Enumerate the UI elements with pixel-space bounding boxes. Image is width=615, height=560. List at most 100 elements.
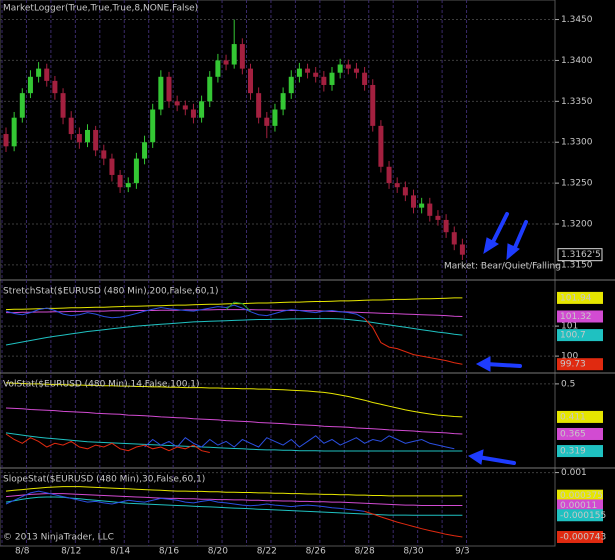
last-value-label: 99.73 <box>560 360 586 370</box>
candle-body <box>11 117 17 147</box>
labels-layer: MarketLogger(True,True,True,8,NONE,False… <box>3 4 606 557</box>
arrow <box>484 362 522 368</box>
indicator-line <box>364 510 463 538</box>
candle-body <box>264 117 270 126</box>
candle-body <box>109 158 115 175</box>
candle-body <box>394 183 400 188</box>
last-price-box <box>557 248 603 262</box>
candle-body <box>256 93 262 118</box>
candle-body <box>313 72 319 77</box>
indicator-line <box>5 433 210 453</box>
candle-body <box>443 219 449 233</box>
last-value-box <box>557 358 603 371</box>
last-value-box <box>557 329 603 342</box>
x-tick-label: 8/20 <box>208 547 228 557</box>
indicator-line <box>364 318 463 365</box>
annotation: Market: Bear/Quiet/Falling <box>444 262 561 272</box>
x-tick-label: 8/22 <box>257 547 277 557</box>
candle-body <box>101 150 107 159</box>
indicator-line <box>5 496 463 516</box>
y-tick-label: 101 <box>561 322 578 332</box>
candle-body <box>93 129 99 151</box>
candle-body <box>386 166 392 184</box>
arrow-head <box>475 356 491 372</box>
candle-body <box>231 44 237 65</box>
indicator-line <box>5 490 365 512</box>
last-value-label: 101.32 <box>560 312 592 322</box>
indicator-line <box>5 486 463 497</box>
candle-body <box>19 93 25 118</box>
y-tick-label: 1.3400 <box>561 56 593 66</box>
candle-body <box>44 68 50 81</box>
candle-body <box>27 76 33 94</box>
arrows <box>467 212 528 465</box>
candle-body <box>215 60 221 77</box>
candle-body <box>182 105 188 110</box>
candle-body <box>158 76 164 110</box>
candle-body <box>85 129 90 143</box>
indicator-line <box>5 407 463 435</box>
arrow <box>476 455 516 465</box>
candle-body <box>451 232 457 245</box>
y-tick-label: 1.3150 <box>561 260 593 270</box>
last-value-label: 0.00011 <box>560 501 597 511</box>
x-tick-label: 8/28 <box>354 547 374 557</box>
candle-body <box>459 244 465 255</box>
candle-body <box>321 76 327 85</box>
last-value-box <box>557 427 603 440</box>
last-value-box <box>557 489 603 502</box>
candle-body <box>207 76 213 102</box>
candle-body <box>288 76 294 94</box>
candle-body <box>329 72 335 85</box>
x-tick-label: 8/26 <box>306 547 326 557</box>
arrow <box>489 212 509 248</box>
indicator-line <box>5 432 463 452</box>
last-value-label: 100.7 <box>560 331 586 341</box>
candle-body <box>76 134 82 143</box>
last-value-box <box>557 530 603 543</box>
candle-body <box>378 125 384 167</box>
candle-body <box>199 101 205 118</box>
candle-body <box>345 64 351 69</box>
arrow-head <box>467 449 484 465</box>
x-tick-label: 8/8 <box>15 547 30 557</box>
arrow-head <box>506 243 520 261</box>
candle-body <box>296 68 302 77</box>
candle-body <box>362 72 368 85</box>
last-value-box <box>557 310 603 323</box>
marks-layer <box>3 19 465 538</box>
candle-body <box>435 215 441 220</box>
panel-title: SlopeStat($EURUSD (480 Min),30,False,60,… <box>3 475 205 485</box>
y-tick-label: 1.3250 <box>561 179 593 189</box>
indicator-line <box>5 318 463 346</box>
panel-title: StretchStat($EURUSD (480 Min),200,False,… <box>3 287 219 297</box>
indicator-line <box>5 493 463 506</box>
candle-body <box>370 84 376 126</box>
candle-body <box>305 68 311 73</box>
candle-body <box>133 158 139 184</box>
y-tick-label: 1.3350 <box>561 97 593 107</box>
x-tick-label: 9/3 <box>455 547 469 557</box>
last-value-label: 0.411 <box>560 412 586 422</box>
indicator-line <box>225 301 251 312</box>
y-tick-label: 0.001 <box>561 468 587 478</box>
candle-body <box>280 93 286 110</box>
candle-body <box>419 203 425 208</box>
indicator-line <box>144 435 455 450</box>
candle-body <box>402 187 408 196</box>
candle-body <box>3 134 9 147</box>
candle-body <box>68 117 74 135</box>
candle-body <box>337 64 343 73</box>
copyright: © 2013 NinjaTrader, LLC <box>3 533 114 543</box>
y-tick-label: 100 <box>561 352 578 362</box>
panel-title: VolStat($EURUSD (480 Min),14,False,100,1… <box>3 380 200 390</box>
indicator-line <box>5 304 365 320</box>
y-tick-label: 0.5 <box>561 379 575 389</box>
panel-title: MarketLogger(True,True,True,8,NONE,False… <box>3 4 198 14</box>
candle-body <box>190 109 196 118</box>
candle-body <box>142 142 148 159</box>
candle-body <box>272 109 278 126</box>
last-price-label: 1.3162'5 <box>561 250 601 260</box>
